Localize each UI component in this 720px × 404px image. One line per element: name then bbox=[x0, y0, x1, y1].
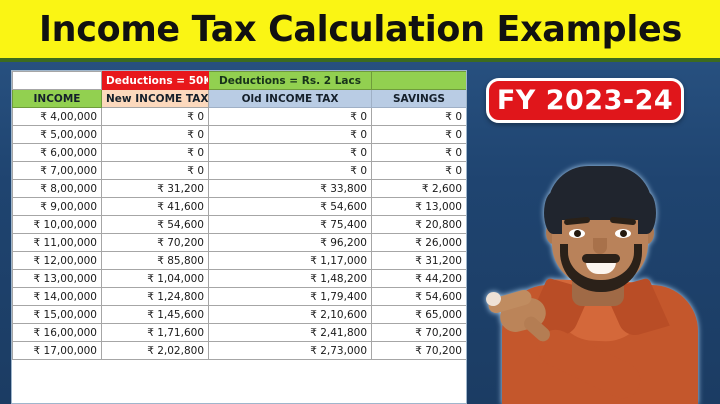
cell-income: ₹ 9,00,000 bbox=[12, 197, 102, 216]
group-label-blank bbox=[12, 71, 102, 90]
group-label-savings-blank bbox=[371, 71, 466, 90]
group-label-old-regime-deductions: Deductions = Rs. 2 Lacs bbox=[208, 71, 372, 90]
cell-new-income-tax: ₹ 41,600 bbox=[101, 197, 209, 216]
group-label-new-regime-deductions: Deductions = 50K bbox=[101, 71, 209, 90]
cell-new-income-tax: ₹ 70,200 bbox=[101, 233, 209, 252]
cell-income: ₹ 15,00,000 bbox=[12, 305, 102, 324]
tax-comparison-spreadsheet[interactable]: Deductions = 50K Deductions = Rs. 2 Lacs I… bbox=[11, 70, 467, 404]
table-row: ₹ 14,00,000 ₹ 1,24,800 ₹ 1,79,400 ₹ 54,600 bbox=[12, 287, 466, 306]
cell-new-income-tax: ₹ 1,71,600 bbox=[101, 323, 209, 342]
cell-savings: ₹ 26,000 bbox=[371, 233, 466, 252]
cell-old-income-tax: ₹ 0 bbox=[208, 125, 372, 144]
table-row: ₹ 17,00,000 ₹ 2,02,800 ₹ 2,73,000 ₹ 70,200 bbox=[12, 341, 466, 360]
table-row: ₹ 13,00,000 ₹ 1,04,000 ₹ 1,48,200 ₹ 44,200 bbox=[12, 269, 466, 288]
cell-savings: ₹ 70,200 bbox=[371, 323, 466, 342]
cell-new-income-tax: ₹ 1,24,800 bbox=[101, 287, 209, 306]
presenter-moustache bbox=[582, 254, 620, 263]
table-row: ₹ 9,00,000 ₹ 41,600 ₹ 54,600 ₹ 13,000 bbox=[12, 197, 466, 216]
table-row: ₹ 4,00,000 ₹ 0 ₹ 0 ₹ 0 bbox=[12, 107, 466, 126]
cell-new-income-tax: ₹ 0 bbox=[101, 107, 209, 126]
column-header-old-income-tax[interactable]: Old INCOME TAX bbox=[208, 89, 372, 108]
financial-year-badge: FY 2023-24 bbox=[486, 78, 684, 123]
cell-income: ₹ 11,00,000 bbox=[12, 233, 102, 252]
tax-table-body: Deductions = 50K Deductions = Rs. 2 Lacs I… bbox=[12, 71, 466, 360]
cell-income: ₹ 16,00,000 bbox=[12, 323, 102, 342]
presenter-mouth bbox=[586, 262, 616, 274]
cell-old-income-tax: ₹ 1,79,400 bbox=[208, 287, 372, 306]
cell-income: ₹ 6,00,000 bbox=[12, 143, 102, 162]
cell-old-income-tax: ₹ 1,48,200 bbox=[208, 269, 372, 288]
table-row: ₹ 11,00,000 ₹ 70,200 ₹ 96,200 ₹ 26,000 bbox=[12, 233, 466, 252]
table-row: ₹ 15,00,000 ₹ 1,45,600 ₹ 2,10,600 ₹ 65,000 bbox=[12, 305, 466, 324]
cell-income: ₹ 7,00,000 bbox=[12, 161, 102, 180]
cell-old-income-tax: ₹ 2,73,000 bbox=[208, 341, 372, 360]
cell-income: ₹ 4,00,000 bbox=[12, 107, 102, 126]
cell-savings: ₹ 44,200 bbox=[371, 269, 466, 288]
cell-savings: ₹ 13,000 bbox=[371, 197, 466, 216]
cell-savings: ₹ 20,800 bbox=[371, 215, 466, 234]
cell-old-income-tax: ₹ 2,41,800 bbox=[208, 323, 372, 342]
cell-savings: ₹ 0 bbox=[371, 161, 466, 180]
cell-old-income-tax: ₹ 0 bbox=[208, 161, 372, 180]
cell-savings: ₹ 0 bbox=[371, 125, 466, 144]
cell-old-income-tax: ₹ 0 bbox=[208, 143, 372, 162]
cell-new-income-tax: ₹ 2,02,800 bbox=[101, 341, 209, 360]
table-header-row: INCOME New INCOME TAX Old INCOME TAX SAVING… bbox=[12, 89, 466, 108]
presenter-pupil-left bbox=[574, 230, 581, 237]
cell-savings: ₹ 0 bbox=[371, 143, 466, 162]
cell-savings: ₹ 70,200 bbox=[371, 341, 466, 360]
page-title: Income Tax Calculation Examples bbox=[38, 8, 682, 50]
title-banner: Income Tax Calculation Examples bbox=[0, 0, 720, 58]
cell-savings: ₹ 2,600 bbox=[371, 179, 466, 198]
cell-new-income-tax: ₹ 54,600 bbox=[101, 215, 209, 234]
presenter-pupil-right bbox=[620, 230, 627, 237]
cell-old-income-tax: ₹ 0 bbox=[208, 107, 372, 126]
presenter-nose bbox=[593, 238, 607, 254]
financial-year-label: FY 2023-24 bbox=[496, 85, 674, 116]
cell-savings: ₹ 65,000 bbox=[371, 305, 466, 324]
cell-old-income-tax: ₹ 75,400 bbox=[208, 215, 372, 234]
cell-new-income-tax: ₹ 0 bbox=[101, 161, 209, 180]
cell-new-income-tax: ₹ 1,45,600 bbox=[101, 305, 209, 324]
table-row: ₹ 5,00,000 ₹ 0 ₹ 0 ₹ 0 bbox=[12, 125, 466, 144]
cell-income: ₹ 12,00,000 bbox=[12, 251, 102, 270]
column-header-savings[interactable]: SAVINGS bbox=[371, 89, 466, 108]
table-row: ₹ 6,00,000 ₹ 0 ₹ 0 ₹ 0 bbox=[12, 143, 466, 162]
cell-new-income-tax: ₹ 31,200 bbox=[101, 179, 209, 198]
table-row: ₹ 12,00,000 ₹ 85,800 ₹ 1,17,000 ₹ 31,200 bbox=[12, 251, 466, 270]
cell-old-income-tax: ₹ 1,17,000 bbox=[208, 251, 372, 270]
cell-old-income-tax: ₹ 54,600 bbox=[208, 197, 372, 216]
table-row: ₹ 10,00,000 ₹ 54,600 ₹ 75,400 ₹ 20,800 bbox=[12, 215, 466, 234]
tax-table: Deductions = 50K Deductions = Rs. 2 Lacs I… bbox=[12, 71, 466, 360]
cell-savings: ₹ 54,600 bbox=[371, 287, 466, 306]
presenter-photo bbox=[478, 140, 720, 404]
cell-income: ₹ 17,00,000 bbox=[12, 341, 102, 360]
cell-new-income-tax: ₹ 0 bbox=[101, 143, 209, 162]
table-row: ₹ 16,00,000 ₹ 1,71,600 ₹ 2,41,800 ₹ 70,200 bbox=[12, 323, 466, 342]
cell-old-income-tax: ₹ 96,200 bbox=[208, 233, 372, 252]
cell-old-income-tax: ₹ 33,800 bbox=[208, 179, 372, 198]
cell-income: ₹ 14,00,000 bbox=[12, 287, 102, 306]
cell-savings: ₹ 31,200 bbox=[371, 251, 466, 270]
column-header-income[interactable]: INCOME bbox=[12, 89, 102, 108]
table-row: ₹ 8,00,000 ₹ 31,200 ₹ 33,800 ₹ 2,600 bbox=[12, 179, 466, 198]
presenter-hair bbox=[544, 166, 656, 234]
cell-income: ₹ 5,00,000 bbox=[12, 125, 102, 144]
column-header-new-income-tax[interactable]: New INCOME TAX bbox=[101, 89, 209, 108]
cell-income: ₹ 13,00,000 bbox=[12, 269, 102, 288]
cell-savings: ₹ 0 bbox=[371, 107, 466, 126]
cell-old-income-tax: ₹ 2,10,600 bbox=[208, 305, 372, 324]
cell-income: ₹ 8,00,000 bbox=[12, 179, 102, 198]
table-group-label-row: Deductions = 50K Deductions = Rs. 2 Lacs bbox=[12, 71, 466, 90]
table-row: ₹ 7,00,000 ₹ 0 ₹ 0 ₹ 0 bbox=[12, 161, 466, 180]
cell-new-income-tax: ₹ 0 bbox=[101, 125, 209, 144]
banner-divider bbox=[0, 58, 720, 62]
cell-income: ₹ 10,00,000 bbox=[12, 215, 102, 234]
cell-new-income-tax: ₹ 85,800 bbox=[101, 251, 209, 270]
cell-new-income-tax: ₹ 1,04,000 bbox=[101, 269, 209, 288]
